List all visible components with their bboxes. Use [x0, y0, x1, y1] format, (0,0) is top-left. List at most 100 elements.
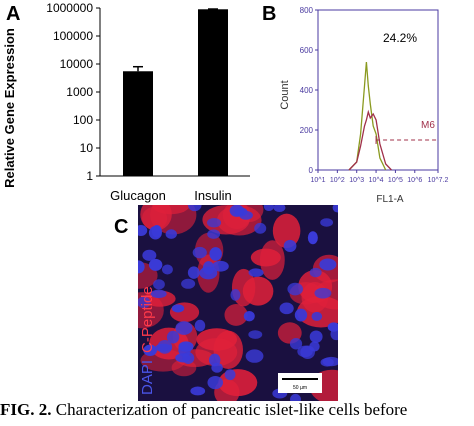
panel-b-y-tick-label: 600: [300, 46, 314, 55]
panel-a-y-tick-label: 100000: [53, 29, 93, 43]
c-peptide-label: C-Peptide: [139, 286, 156, 353]
panel-a-y-tick-label: 100: [73, 113, 93, 127]
panel-b-y-axis-label: Count: [279, 80, 291, 109]
dapi-nucleus: [148, 258, 163, 271]
dapi-nucleus: [230, 289, 241, 301]
dapi-nucleus: [309, 267, 322, 278]
dapi-nucleus: [165, 229, 177, 239]
dapi-nucleus: [311, 311, 323, 321]
panel-b-percent-label: 24.2%: [383, 31, 417, 45]
dapi-nucleus: [309, 330, 323, 343]
panel-b-x-tick-label: 10^3: [349, 177, 364, 184]
dapi-nucleus: [190, 386, 206, 396]
dapi-nucleus: [245, 349, 264, 363]
dapi-nucleus: [157, 339, 173, 354]
caption-text: Characterization of pancreatic islet-lik…: [51, 400, 408, 419]
dapi-nucleus: [142, 249, 157, 261]
panel-b-gate-label: M6: [421, 120, 435, 131]
dapi-nucleus: [207, 375, 224, 390]
c-peptide-stain: [272, 213, 301, 249]
dapi-nucleus: [187, 205, 202, 212]
dapi-nucleus: [229, 205, 245, 217]
panel-b-histogram-line: [348, 109, 392, 171]
panel-b-histogram: Count FL1-A 24.2% M6 0 200 400 600 800 10^1 10…: [279, 6, 449, 205]
dapi-nucleus: [283, 239, 297, 253]
dapi-nucleus: [138, 260, 145, 274]
c-peptide-stain: [297, 296, 338, 328]
dapi-nucleus: [153, 279, 165, 290]
panel-b-y-tick-label: 400: [300, 86, 314, 95]
dapi-nucleus: [194, 319, 206, 332]
dapi-nucleus: [294, 308, 308, 322]
panel-b-y-tick-label: 200: [300, 126, 314, 135]
panel-b-y-tick-label: 0: [309, 166, 314, 175]
dapi-nucleus: [327, 322, 338, 332]
dapi-nucleus: [151, 224, 162, 238]
c-peptide-stain: [218, 369, 258, 397]
panel-c-letter: C: [114, 216, 129, 238]
panel-a-letter: A: [6, 3, 21, 25]
c-peptide-stain: [224, 303, 248, 326]
panel-b-x-axis-label: FL1-A: [376, 194, 404, 205]
panel-a-y-tick-label: 1000000: [46, 1, 93, 15]
dapi-nucleus: [166, 330, 180, 344]
panel-b-x-tick-label: 10^5: [388, 177, 403, 184]
panel-a-y-tick-label: 10000: [60, 57, 94, 71]
panel-a-y-tick-label: 1000: [66, 85, 93, 99]
dapi-nucleus: [138, 224, 148, 236]
dapi-nucleus: [297, 345, 313, 358]
dapi-nucleus: [322, 356, 338, 367]
panel-a-y-tick-label: 10: [80, 141, 94, 155]
dapi-nucleus: [171, 304, 185, 313]
dapi-nucleus: [187, 266, 200, 279]
dapi-nucleus: [320, 218, 334, 227]
c-peptide-stain: [195, 338, 238, 367]
panel-b-x-tick-label: 10^2: [330, 177, 345, 184]
panel-c-micrograph: DAPI C-Peptide 50 µm: [138, 205, 338, 401]
dapi-nucleus: [248, 268, 264, 277]
dapi-nucleus: [209, 353, 221, 367]
dapi-nucleus: [178, 341, 194, 352]
panel-a-y-axis-label: Relative Gene Expression: [2, 28, 17, 188]
panel-b-x-tick-label: 10^4: [369, 177, 384, 184]
dapi-nucleus: [254, 222, 267, 234]
panel-a-bar-chart: Relative Gene Expression 1 10 100 1000 10000…: [2, 1, 250, 203]
c-peptide-stain: [141, 206, 168, 231]
caption-lead: FIG. 2.: [0, 400, 52, 419]
dapi-nucleus: [289, 337, 303, 350]
panel-b-histogram-line: [348, 61, 387, 171]
dapi-nucleus: [175, 353, 191, 363]
scale-bar-label: 50 µm: [293, 385, 307, 391]
dapi-nucleus: [207, 229, 221, 239]
dapi-nucleus: [279, 302, 294, 315]
dapi-nucleus: [209, 247, 222, 261]
dapi-nucleus: [192, 246, 207, 259]
panel-a-bar: [198, 9, 228, 177]
dapi-nucleus: [224, 369, 236, 381]
dapi-label: DAPI: [139, 360, 156, 395]
dapi-nucleus: [319, 258, 337, 271]
panel-b-x-tick-label: 10^1: [311, 177, 326, 184]
dapi-nucleus: [206, 218, 222, 228]
dapi-nucleus: [143, 344, 157, 357]
panel-a-category-label: Glucagon: [110, 188, 166, 203]
figure-caption: FIG. 2. Characterization of pancreatic i…: [0, 400, 474, 426]
panel-a-bar: [123, 71, 153, 176]
dapi-nucleus: [161, 264, 173, 275]
c-peptide-stain: [250, 248, 281, 267]
panel-b-y-tick-label: 800: [300, 6, 314, 15]
dapi-nucleus: [175, 321, 193, 335]
dapi-nucleus: [263, 205, 274, 212]
panel-b-letter: B: [262, 3, 277, 25]
panel-b-x-tick-label: 10^6: [407, 177, 422, 184]
dapi-nucleus: [181, 278, 196, 289]
dapi-nucleus: [314, 287, 332, 299]
dapi-nucleus: [273, 205, 286, 212]
panel-a-y-tick-label: 1: [86, 169, 93, 183]
dapi-nucleus: [248, 330, 263, 339]
dapi-nucleus: [212, 260, 229, 272]
dapi-nucleus: [243, 310, 255, 322]
dapi-nucleus: [138, 296, 151, 309]
dapi-nucleus: [287, 282, 304, 296]
panel-b-x-tick-label: 10^7.2: [428, 177, 449, 184]
